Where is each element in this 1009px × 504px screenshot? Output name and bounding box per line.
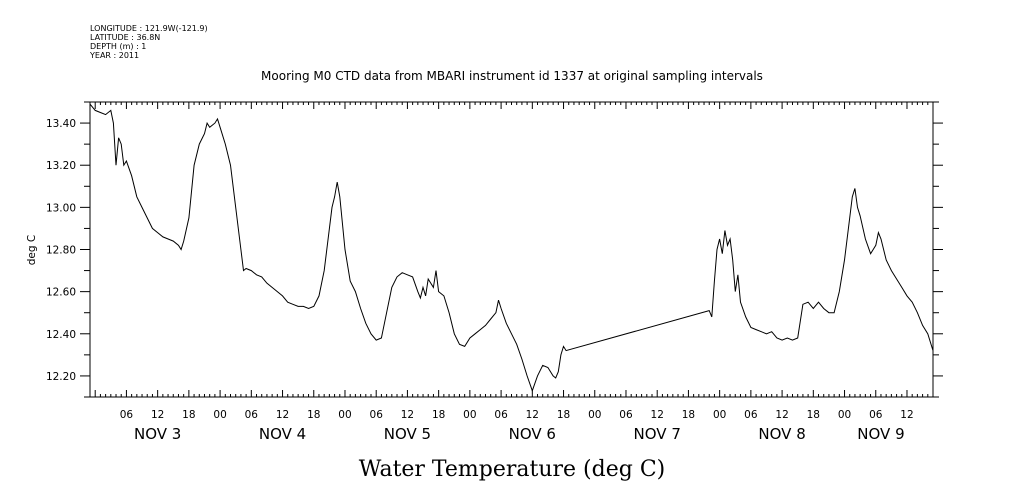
x-tick-label: 18 <box>432 409 445 421</box>
x-tick-label: 06 <box>744 409 758 421</box>
meta-block: LONGITUDE : 121.9W(-121.9) LATITUDE : 36… <box>89 24 208 60</box>
plot-frame <box>89 101 934 398</box>
x-tick-label: 18 <box>807 409 820 421</box>
chart-title: Mooring M0 CTD data from MBARI instrumen… <box>261 69 763 83</box>
x-tick-label: 00 <box>338 409 351 421</box>
y-tick-label: 12.80 <box>46 245 76 257</box>
y-axis-label: deg C <box>26 235 38 265</box>
y-tick-label: 12.40 <box>46 329 76 341</box>
x-day-label: NOV 7 <box>634 425 681 443</box>
y-tick-label: 12.60 <box>46 287 76 299</box>
x-tick-label: 06 <box>619 409 633 421</box>
x-tick-label: 12 <box>775 409 788 421</box>
x-tick-label: 06 <box>370 409 384 421</box>
x-tick-label: 06 <box>245 409 259 421</box>
x-day-label: NOV 6 <box>509 425 556 443</box>
x-day-label: NOV 8 <box>758 425 805 443</box>
x-day-label: NOV 4 <box>259 425 306 443</box>
y-tick-label: 13.40 <box>46 118 76 130</box>
tick-marks <box>80 101 943 398</box>
x-tick-label: 00 <box>463 409 476 421</box>
y-tick-label: 13.20 <box>46 160 76 172</box>
meta-longitude: LONGITUDE : 121.9W(-121.9) <box>90 24 208 33</box>
x-tick-label: 12 <box>276 409 289 421</box>
x-tick-label: 00 <box>838 409 851 421</box>
x-tick-label: 12 <box>651 409 664 421</box>
x-tick-label: 12 <box>151 409 164 421</box>
x-axis-label: Water Temperature (deg C) <box>359 457 666 482</box>
x-tick-label: 12 <box>526 409 539 421</box>
meta-year: YEAR : 2011 <box>89 51 139 60</box>
x-tick-label: 18 <box>182 409 195 421</box>
x-tick-label: 06 <box>869 409 883 421</box>
meta-latitude: LATITUDE : 36.8N <box>90 33 160 42</box>
x-tick-label: 00 <box>713 409 726 421</box>
x-day-label: NOV 3 <box>134 425 181 443</box>
temperature-line <box>89 103 934 393</box>
y-tick-label: 13.00 <box>46 202 76 214</box>
x-day-label: NOV 5 <box>384 425 431 443</box>
x-tick-label: 12 <box>401 409 414 421</box>
x-tick-label: 06 <box>120 409 134 421</box>
x-tick-label: 00 <box>213 409 226 421</box>
x-tick-label: 18 <box>307 409 320 421</box>
x-tick-label: 00 <box>588 409 601 421</box>
x-tick-label: 12 <box>900 409 913 421</box>
x-tick-label: 18 <box>557 409 570 421</box>
x-day-label: NOV 9 <box>857 425 904 443</box>
tick-labels: 12.20 12.40 12.60 12.80 13.00 13.20 13.40 06 12 1… <box>46 118 914 443</box>
x-tick-label: 06 <box>494 409 508 421</box>
y-tick-label: 12.20 <box>46 371 76 383</box>
x-tick-label: 18 <box>682 409 695 421</box>
meta-depth: DEPTH (m) : 1 <box>90 42 146 51</box>
